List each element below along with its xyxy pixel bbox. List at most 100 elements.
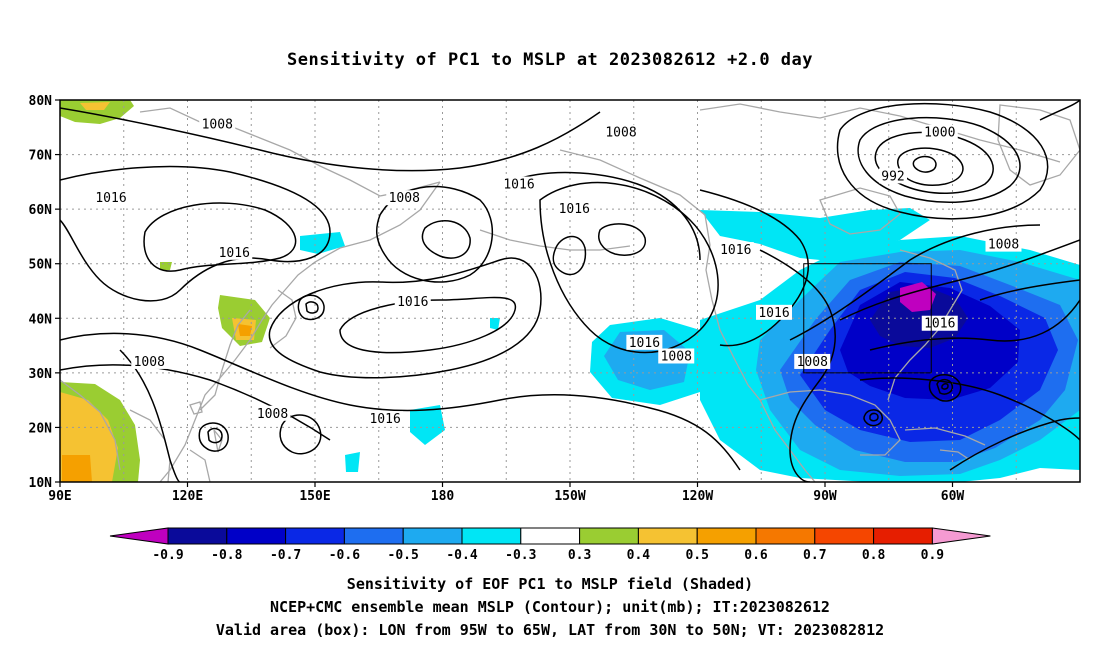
contour-low-a	[198, 422, 229, 452]
lat-label: 50N	[29, 258, 53, 273]
lon-label: 150W	[554, 489, 585, 504]
contour-label-bg	[879, 168, 907, 184]
longitude-labels: 90E 120E 150E 180 150W 120W 90W 60W	[48, 482, 964, 504]
negative-patch-pacific-east-mid	[604, 330, 690, 390]
colorbar: -0.9 -0.8 -0.7 -0.6 -0.5 -0.4 -0.3 0.3 0.4 0.5 0.6…	[109, 527, 991, 563]
contour-low-b	[279, 414, 322, 455]
lon-label: 180	[431, 489, 455, 504]
lon-label: 120W	[682, 489, 713, 504]
coast-arctic-canada	[699, 103, 1061, 163]
lat-label: 20N	[29, 421, 53, 436]
colorbar-label: 0.4	[627, 548, 651, 563]
contour-low-a-inner	[207, 427, 223, 444]
colorbar-label: 0.3	[568, 548, 591, 563]
lat-label: 30N	[29, 367, 53, 382]
colorbar-triangle-high	[931, 527, 991, 545]
caption-valid-area: Valid area (box): LON from 95W to 65W, L…	[215, 621, 885, 639]
contour-label: 1008	[661, 349, 692, 364]
coast-alaska	[559, 149, 761, 401]
contour-atl-outer	[859, 377, 1080, 441]
colorbar-label: -0.9	[152, 548, 183, 563]
contour-label: 1016	[559, 202, 590, 217]
contour-1016-far-north	[1039, 100, 1080, 121]
contour-1016-siberia	[60, 165, 331, 302]
colorbar-label: 0.5	[685, 548, 708, 563]
colorbar-swatch	[873, 527, 933, 545]
contour-1008-na-2	[759, 249, 836, 482]
colorbar-swatch	[696, 527, 757, 545]
contour-label-bg	[717, 242, 754, 258]
contour-1016-east-atl-2	[949, 417, 1080, 471]
contour-label: 1008	[257, 407, 288, 422]
coast-greenland	[997, 104, 1080, 186]
colorbar-label: -0.6	[329, 548, 360, 563]
contour-label-bg	[756, 304, 792, 320]
contour-1016-west-high	[598, 223, 646, 256]
coast-india	[60, 379, 121, 471]
colorbar-label: 0.7	[803, 548, 826, 563]
contour-1016-na-atl	[839, 239, 1080, 321]
contour-label: 1008	[202, 118, 233, 133]
colorbar-label: -0.5	[388, 548, 419, 563]
contour-label: 1008	[988, 238, 1019, 253]
contour-label-bg	[921, 124, 958, 140]
contour-label-bg	[199, 116, 236, 132]
lon-label: 60W	[941, 489, 965, 504]
colorbar-label: -0.8	[211, 548, 242, 563]
contour-label: 1016	[503, 178, 534, 193]
caption-contour: NCEP+CMC ensemble mean MSLP (Contour); u…	[270, 598, 830, 616]
contour-label: 1016	[758, 306, 789, 321]
contour-1016-central-inner	[552, 235, 587, 276]
contour-label: 1016	[369, 412, 400, 427]
coast-korea-china	[199, 309, 251, 411]
contour-gulf-low-inner	[869, 412, 879, 422]
lon-label: 120E	[172, 489, 203, 504]
contour-label: 1008	[605, 126, 636, 141]
coast-asia-east	[159, 181, 441, 482]
contour-1008-south	[119, 349, 181, 482]
colorbar-label: -0.4	[446, 548, 477, 563]
mslp-contours	[60, 100, 1080, 482]
contour-label: 1008	[134, 355, 165, 370]
colorbar-swatch	[285, 527, 345, 545]
colorbar-label: 0.8	[862, 548, 886, 563]
coast-caribbean	[904, 427, 986, 461]
colorbar-swatch	[755, 527, 816, 545]
colorbar-label: 0.6	[744, 548, 768, 563]
colorbar-triangle-low	[109, 527, 169, 545]
contour-label-bg	[367, 411, 404, 427]
positive-patch-arctic-core	[80, 102, 110, 110]
coast-gulf	[759, 389, 901, 456]
contour-1016-na-atl-2	[869, 299, 1080, 351]
contour-1016-east-atl	[979, 279, 1080, 301]
contour-label-bg	[501, 176, 537, 192]
contour-label: 1008	[797, 355, 828, 370]
negative-patch-small-c	[490, 318, 500, 330]
colorbar-swatch	[167, 527, 228, 545]
colorbar-swatch	[226, 527, 287, 545]
positive-patch-japan-hot	[238, 324, 252, 336]
contour-atl-hurricane-b	[936, 378, 954, 395]
negative-patch-northpac	[300, 232, 345, 254]
contour-1008-trop	[60, 364, 331, 441]
coast-islands	[189, 401, 223, 453]
contour-label: 1008	[389, 191, 420, 206]
contour-1008-pacific-inner	[421, 220, 471, 259]
coast-asia-north	[139, 107, 441, 197]
contour-label: 1016	[924, 317, 955, 332]
negative-patch-max	[900, 282, 936, 312]
lat-label: 70N	[29, 149, 53, 164]
colorbar-label: -0.3	[505, 548, 536, 563]
contour-label-bg	[658, 348, 695, 364]
positive-patch-small	[160, 262, 172, 270]
positive-patch-india-hot	[62, 455, 92, 482]
colorbar-swatch	[814, 527, 875, 545]
contour-label-bg	[131, 353, 168, 369]
contour-label-bg	[386, 190, 423, 206]
colorbar-label: -0.7	[270, 548, 301, 563]
contour-1008-pacific-low	[375, 185, 494, 283]
lat-label: 40N	[29, 312, 53, 327]
valid-area-box	[803, 263, 932, 374]
